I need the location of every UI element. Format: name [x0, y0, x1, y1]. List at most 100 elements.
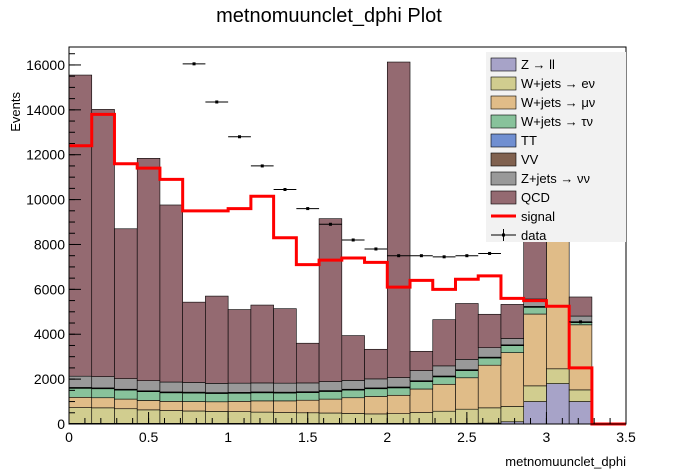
bar-2-13: [364, 396, 388, 415]
bar-2-8: [250, 400, 274, 413]
bar-6-0: [68, 375, 93, 388]
y-tick-label-4: 8000: [34, 236, 65, 252]
chart-title: metnomuunclet_dphi Plot: [216, 5, 442, 27]
legend-label-1: W+jets → eν: [521, 76, 595, 91]
bar-0-21: [546, 383, 570, 425]
bar-1-22: [568, 389, 593, 402]
legend-label-6: Z+jets → νν: [521, 171, 590, 186]
legend-label-9: data: [521, 228, 547, 243]
bar-7-2: [114, 228, 138, 379]
bar-1-16: [432, 410, 456, 424]
data-marker-8: [260, 164, 264, 168]
bar-7-6: [205, 295, 229, 384]
bar-7-13: [364, 348, 388, 380]
bar-3-20: [523, 307, 547, 315]
legend-swatch-3: [490, 114, 517, 129]
x-tick-label-7: 3.5: [616, 429, 636, 445]
bar-7-16: [432, 319, 456, 367]
bar-6-18: [477, 347, 502, 358]
bar-2-6: [205, 401, 229, 412]
data-marker-6: [215, 100, 219, 104]
bar-2-14: [386, 394, 411, 414]
bar-3-6: [205, 393, 229, 403]
data-marker-10: [306, 207, 310, 211]
data-marker-15: [419, 254, 423, 258]
legend-label-7: QCD: [521, 190, 550, 205]
bar-2-0: [68, 396, 93, 408]
bar-1-1: [91, 407, 115, 424]
bar-6-1: [91, 376, 115, 389]
bar-2-1: [91, 397, 115, 409]
data-marker-11: [328, 222, 332, 226]
bar-6-13: [364, 378, 388, 389]
bar-3-0: [68, 388, 93, 398]
bar-2-22: [568, 324, 593, 391]
bar-6-7: [227, 382, 252, 393]
bar-3-2: [114, 389, 138, 400]
legend-label-3: W+jets → τν: [521, 114, 593, 129]
bar-7-5: [182, 301, 206, 383]
bar-3-3: [136, 391, 161, 401]
bar-7-15: [409, 350, 434, 371]
legend-label-2: W+jets → μν: [521, 95, 595, 110]
bar-1-15: [409, 412, 434, 424]
bar-2-7: [227, 401, 252, 412]
y-axis-label: Events: [8, 92, 23, 132]
bar-2-17: [455, 377, 479, 410]
legend-swatch-7: [490, 190, 517, 205]
legend-label-5: VV: [521, 152, 539, 167]
y-tick-label-3: 6000: [34, 281, 65, 297]
bar-7-10: [296, 342, 320, 384]
bar-3-4: [159, 392, 183, 402]
bar-1-5: [182, 410, 206, 424]
bar-1-19: [500, 406, 524, 423]
bar-6-4: [159, 381, 183, 393]
signal-line-group: [69, 112, 626, 426]
bar-1-11: [318, 412, 343, 424]
bar-7-18: [477, 313, 502, 349]
bar-2-10: [296, 399, 320, 414]
bar-3-9: [273, 392, 297, 402]
data-marker-13: [374, 247, 378, 251]
signal-line: [69, 112, 626, 426]
bar-6-6: [205, 383, 229, 393]
bar-2-9: [273, 400, 297, 413]
bar-6-17: [455, 359, 479, 370]
data-marker-18: [488, 251, 492, 255]
bar-1-20: [523, 385, 547, 402]
bar-1-6: [205, 411, 229, 424]
bar-1-12: [341, 413, 365, 424]
legend-swatch-0: [490, 57, 517, 72]
data-marker-12: [351, 238, 355, 242]
bar-6-16: [432, 365, 456, 377]
y-tick-label-8: 16000: [26, 57, 65, 73]
bar-3-10: [296, 392, 320, 401]
x-axis-label: metnomuunclet_dphi: [505, 454, 626, 469]
stacked-bars: [68, 61, 593, 425]
data-marker-14: [397, 254, 401, 258]
bar-3-7: [227, 392, 252, 402]
x-tick-label-4: 2: [383, 429, 391, 445]
legend-swatch-6: [490, 171, 517, 186]
bar-3-5: [182, 392, 206, 402]
bar-7-9: [273, 308, 297, 384]
data-marker-9: [283, 187, 287, 191]
x-tick-label-5: 2.5: [457, 429, 477, 445]
bar-3-1: [91, 388, 115, 399]
data-marker-5: [192, 62, 196, 66]
bar-2-4: [159, 401, 183, 411]
y-tick-label-5: 10000: [26, 192, 65, 208]
bar-6-12: [341, 380, 365, 390]
bar-7-11: [318, 218, 343, 382]
bar-3-16: [432, 376, 456, 385]
bar-3-13: [364, 388, 388, 397]
bar-0-20: [523, 401, 547, 425]
x-tick-label-0: 0: [65, 429, 73, 445]
bar-2-2: [114, 398, 138, 410]
x-tick-label-3: 1.5: [298, 429, 318, 445]
bar-1-2: [114, 408, 138, 424]
bar-1-14: [386, 413, 411, 424]
bar-6-3: [136, 380, 161, 392]
